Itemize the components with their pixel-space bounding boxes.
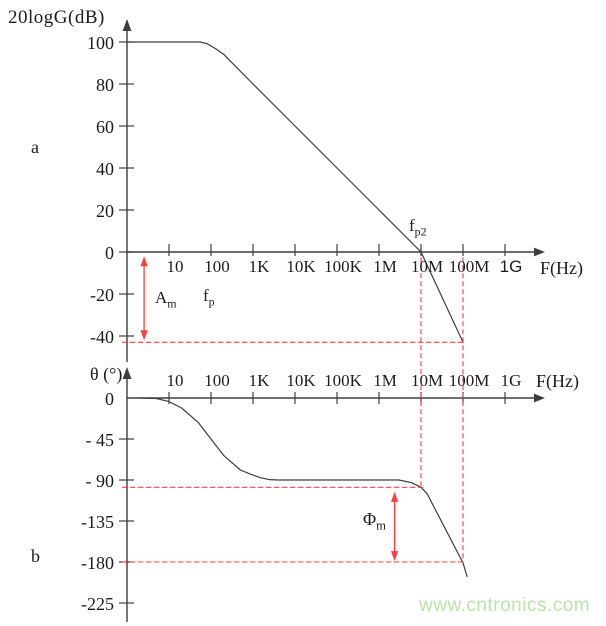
gain-y-tick-label--20: -20 — [90, 285, 114, 305]
phase-y-tick-label-- 90: - 90 — [85, 471, 115, 491]
gain-x-tick-label-10K: 10K — [286, 257, 316, 276]
phase-y-axis-arrow — [122, 367, 132, 379]
gain-x-tick-label-100M: 100M — [448, 257, 490, 276]
subplot-b-label: b — [31, 546, 40, 566]
gain-y-tick-label-80: 80 — [96, 75, 114, 95]
fp2-sub: p2 — [414, 224, 427, 239]
phase-x-tick-label-10: 10 — [166, 371, 184, 390]
phase-x-tick-label-100M: 100M — [448, 371, 490, 390]
phase-x-tick-label-10K: 10K — [286, 371, 316, 390]
gain-y-tick-label--40: -40 — [90, 327, 114, 347]
phase-margin-annotation: Φm — [363, 509, 386, 532]
gain-y-tick-label-100: 100 — [87, 33, 114, 53]
phase-y-tick-label-- 45: - 45 — [85, 430, 115, 450]
gain-x-tick-label-10: 10 — [166, 257, 184, 276]
phase-margin-arrow-head-top — [390, 491, 399, 502]
phi-main: Φ — [363, 509, 377, 529]
phase-y-tick-label--225: -225 — [81, 594, 114, 614]
am-sub: m — [167, 296, 177, 311]
phase-x-tick-label-100: 100 — [204, 371, 230, 390]
watermark-text: www.cntronics.com — [419, 595, 591, 616]
gain-x-tick-label-1M: 1M — [373, 257, 397, 276]
am-arrow-head-top — [140, 256, 148, 267]
gain-y-tick-label-40: 40 — [96, 159, 114, 179]
fp2-main: f — [409, 216, 415, 235]
gain-y-tick-label-60: 60 — [96, 117, 114, 137]
phase-x-axis-arrow — [534, 393, 545, 403]
phase-x-tick-label-1G: 1G — [500, 371, 522, 390]
fp2-pole-annotation: fp2 — [409, 216, 427, 237]
gain-x-tick-label-1K: 1K — [248, 257, 270, 276]
subplot-a-label: a — [31, 137, 39, 157]
phase-margin-arrow-head-bottom — [390, 551, 399, 562]
phase-y-tick-label--135: -135 — [81, 512, 114, 532]
fp-sub: p — [208, 294, 215, 309]
gain-y-tick-label-0: 0 — [105, 243, 114, 263]
phase-x-axis-unit: F(Hz) — [536, 371, 579, 391]
phase-x-tick-label-100K: 100K — [324, 371, 362, 390]
phase-y-tick-label-0: 0 — [105, 389, 114, 409]
gain-x-tick-label-1G: 1G — [499, 257, 523, 276]
gain-x-axis-arrow — [534, 247, 545, 257]
gain-y-tick-label-20: 20 — [96, 201, 114, 221]
phase-axis-title: θ (°) — [90, 364, 123, 384]
am-arrow-head-bottom — [140, 330, 148, 341]
gain-curve — [126, 41, 464, 343]
fp-main: f — [203, 286, 209, 305]
am-main: A — [155, 288, 168, 307]
phase-y-tick-label--180: -180 — [81, 553, 114, 573]
gain-y-axis-arrow — [122, 19, 132, 31]
gain-x-tick-label-100: 100 — [204, 257, 230, 276]
phase-x-tick-label-1M: 1M — [373, 371, 397, 390]
phi-sub: m — [376, 518, 386, 533]
gain-x-tick-label-100K: 100K — [324, 257, 362, 276]
phase-curve — [139, 397, 468, 578]
fp-pole-annotation: fp — [203, 286, 215, 307]
phase-x-tick-label-1K: 1K — [248, 371, 270, 390]
midband-gain-annotation: Am — [155, 288, 177, 309]
gain-x-tick-label-10M: 10M — [410, 257, 444, 276]
gain-x-axis-unit: F(Hz) — [540, 258, 583, 278]
phase-x-tick-label-10M: 10M — [410, 371, 444, 390]
gain-axis-title: 20logG(dB) — [8, 7, 105, 28]
